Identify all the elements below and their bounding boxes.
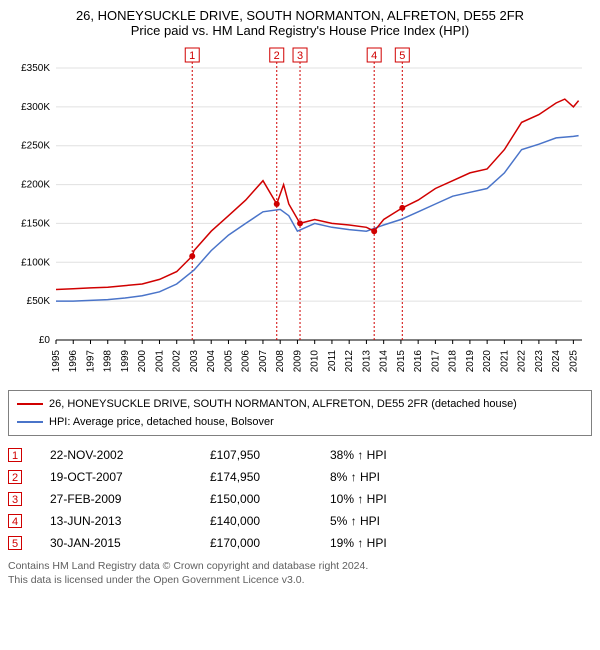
marker-box-label: 3 bbox=[297, 50, 303, 62]
x-tick-label: 1997 bbox=[85, 350, 96, 373]
y-tick-label: £200K bbox=[21, 180, 50, 191]
transaction-date: 22-NOV-2002 bbox=[50, 448, 210, 462]
transaction-delta: 5% ↑ HPI bbox=[330, 514, 450, 528]
x-tick-label: 2014 bbox=[379, 350, 390, 373]
transaction-date: 19-OCT-2007 bbox=[50, 470, 210, 484]
y-tick-label: £0 bbox=[39, 335, 51, 346]
transaction-marker: 4 bbox=[8, 514, 22, 528]
transaction-price: £170,000 bbox=[210, 536, 330, 550]
x-tick-label: 1999 bbox=[120, 350, 131, 373]
x-tick-label: 1995 bbox=[51, 350, 62, 373]
marker-box-label: 5 bbox=[399, 50, 405, 62]
transaction-price: £174,950 bbox=[210, 470, 330, 484]
transaction-marker: 3 bbox=[8, 492, 22, 506]
footer: Contains HM Land Registry data © Crown c… bbox=[8, 560, 592, 587]
marker-box-label: 4 bbox=[371, 50, 377, 62]
y-tick-label: £100K bbox=[21, 257, 50, 268]
x-tick-label: 2008 bbox=[275, 350, 286, 373]
y-tick-label: £150K bbox=[21, 218, 50, 229]
footer-line-1: Contains HM Land Registry data © Crown c… bbox=[8, 560, 592, 574]
x-tick-label: 2012 bbox=[344, 350, 355, 373]
x-tick-label: 2020 bbox=[482, 350, 493, 373]
x-tick-label: 2015 bbox=[396, 350, 407, 373]
x-tick-label: 2018 bbox=[448, 350, 459, 373]
transaction-price: £150,000 bbox=[210, 492, 330, 506]
legend-label: HPI: Average price, detached house, Bols… bbox=[49, 416, 274, 428]
transaction-price: £140,000 bbox=[210, 514, 330, 528]
x-tick-label: 2007 bbox=[258, 350, 269, 373]
x-tick-label: 2001 bbox=[154, 350, 165, 373]
x-tick-label: 2011 bbox=[327, 350, 338, 372]
title-line-2: Price paid vs. HM Land Registry's House … bbox=[8, 23, 592, 38]
chart-svg: £0 £50K £100K £150K £200K £250K £300K £350K 1995… bbox=[8, 44, 592, 384]
transaction-date: 27-FEB-2009 bbox=[50, 492, 210, 506]
legend-label: 26, HONEYSUCKLE DRIVE, SOUTH NORMANTON, … bbox=[49, 398, 517, 410]
y-tick-label: £50K bbox=[27, 296, 51, 307]
x-tick-label: 2019 bbox=[465, 350, 476, 373]
title-block: 26, HONEYSUCKLE DRIVE, SOUTH NORMANTON, … bbox=[8, 8, 592, 38]
y-tick-label: £300K bbox=[21, 102, 50, 113]
x-tick-label: 2006 bbox=[241, 350, 252, 373]
title-line-1: 26, HONEYSUCKLE DRIVE, SOUTH NORMANTON, … bbox=[8, 8, 592, 23]
transaction-delta: 38% ↑ HPI bbox=[330, 448, 450, 462]
x-tick-label: 2010 bbox=[310, 350, 321, 373]
chart: £0 £50K £100K £150K £200K £250K £300K £350K 1995… bbox=[8, 44, 592, 384]
legend-swatch bbox=[17, 421, 43, 423]
marker-dot bbox=[371, 228, 377, 234]
transaction-marker: 1 bbox=[8, 448, 22, 462]
x-tick-label: 2016 bbox=[413, 350, 424, 373]
transaction-row: 4 13-JUN-2013£140,0005% ↑ HPI bbox=[8, 510, 592, 532]
transaction-date: 13-JUN-2013 bbox=[50, 514, 210, 528]
marker-dot bbox=[297, 220, 303, 226]
transaction-price: £107,950 bbox=[210, 448, 330, 462]
transaction-date: 30-JAN-2015 bbox=[50, 536, 210, 550]
transaction-marker: 5 bbox=[8, 536, 22, 550]
x-tick-label: 2004 bbox=[206, 350, 217, 373]
footer-line-2: This data is licensed under the Open Gov… bbox=[8, 574, 592, 588]
x-tick-label: 2024 bbox=[551, 350, 562, 373]
x-tick-label: 1998 bbox=[103, 350, 114, 373]
x-tick-label: 2002 bbox=[172, 350, 183, 373]
x-tick-label: 2013 bbox=[361, 350, 372, 373]
legend-row: HPI: Average price, detached house, Bols… bbox=[17, 413, 583, 431]
legend: 26, HONEYSUCKLE DRIVE, SOUTH NORMANTON, … bbox=[8, 390, 592, 436]
x-tick-label: 2017 bbox=[430, 350, 441, 373]
transaction-delta: 19% ↑ HPI bbox=[330, 536, 450, 550]
x-tick-label: 2003 bbox=[189, 350, 200, 373]
transaction-row: 1 22-NOV-2002£107,95038% ↑ HPI bbox=[8, 444, 592, 466]
x-tick-label: 2022 bbox=[517, 350, 528, 373]
legend-row: 26, HONEYSUCKLE DRIVE, SOUTH NORMANTON, … bbox=[17, 395, 583, 413]
transaction-delta: 10% ↑ HPI bbox=[330, 492, 450, 506]
x-tick-label: 2009 bbox=[292, 350, 303, 373]
y-tick-label: £350K bbox=[21, 63, 50, 74]
x-tick-label: 2025 bbox=[568, 350, 579, 373]
x-tick-label: 2005 bbox=[223, 350, 234, 373]
x-tick-label: 2023 bbox=[534, 350, 545, 373]
transaction-marker: 2 bbox=[8, 470, 22, 484]
transaction-delta: 8% ↑ HPI bbox=[330, 470, 450, 484]
transaction-row: 5 30-JAN-2015£170,00019% ↑ HPI bbox=[8, 532, 592, 554]
marker-box-label: 2 bbox=[274, 50, 280, 62]
transaction-row: 2 19-OCT-2007£174,9508% ↑ HPI bbox=[8, 466, 592, 488]
transaction-row: 3 27-FEB-2009£150,00010% ↑ HPI bbox=[8, 488, 592, 510]
transactions-table: 122-NOV-2002£107,95038% ↑ HPI219-OCT-200… bbox=[8, 444, 592, 554]
marker-dot bbox=[399, 205, 405, 211]
x-tick-label: 1996 bbox=[68, 350, 79, 373]
marker-box-label: 1 bbox=[189, 50, 195, 62]
legend-swatch bbox=[17, 403, 43, 405]
y-tick-label: £250K bbox=[21, 141, 50, 152]
x-tick-label: 2000 bbox=[137, 350, 148, 373]
marker-dot bbox=[274, 201, 280, 207]
x-tick-label: 2021 bbox=[499, 350, 510, 373]
chart-container: 26, HONEYSUCKLE DRIVE, SOUTH NORMANTON, … bbox=[0, 0, 600, 591]
marker-dot bbox=[189, 253, 195, 259]
